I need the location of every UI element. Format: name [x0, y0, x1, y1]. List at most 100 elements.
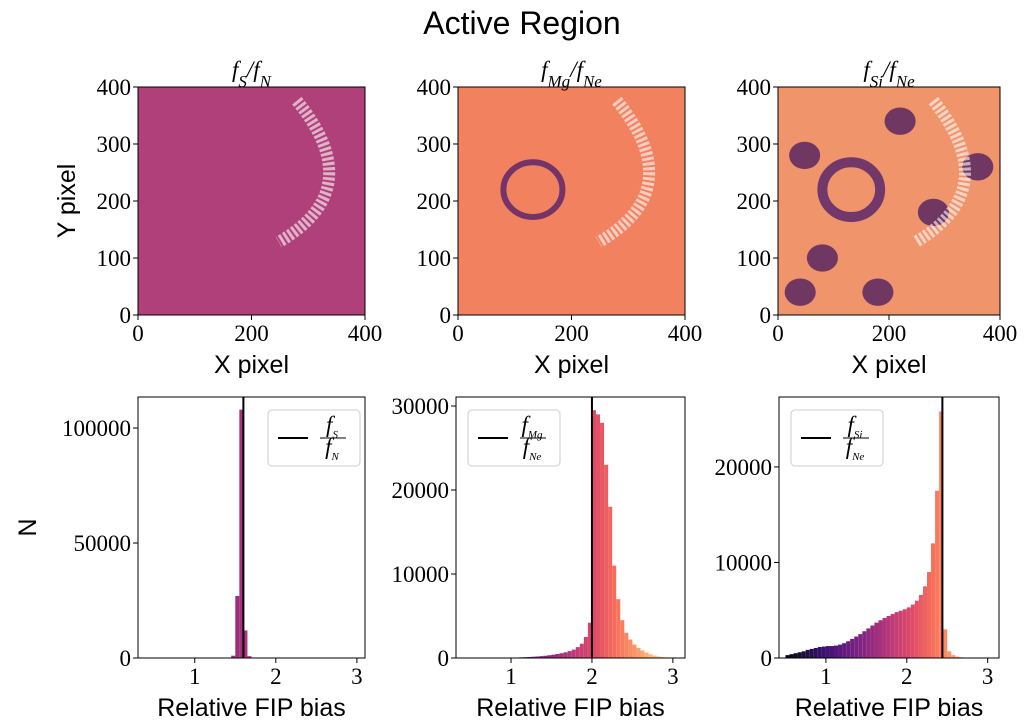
histogram-bar [559, 653, 564, 658]
image-feature [917, 198, 949, 227]
text-part: f [577, 57, 587, 82]
y-axis-label: Y pixel [53, 164, 81, 239]
image [138, 87, 365, 315]
image-feature [500, 159, 566, 220]
legend-denominator: fN [325, 434, 339, 463]
text-part: f [232, 57, 242, 82]
legend-numerator: fS [326, 412, 338, 441]
histogram-bar [547, 655, 552, 658]
histogram-bar [918, 594, 923, 658]
histogram-bar [914, 600, 919, 658]
histogram-bar [239, 409, 244, 658]
x-axis-label: X pixel [851, 351, 926, 379]
image-feature [784, 278, 816, 306]
histogram-bar [616, 599, 621, 658]
histogram-bar [825, 646, 830, 658]
text-part: f [326, 412, 336, 437]
histogram-bar [910, 604, 915, 658]
legend-denominator: fNe [846, 434, 865, 463]
axes-frame [137, 396, 366, 659]
histogram-bar [632, 644, 637, 658]
histogram-bar [785, 655, 790, 658]
x-tick-label: 0 [132, 321, 144, 346]
y-tick-label: 200 [417, 189, 452, 214]
histogram-bar [922, 586, 928, 658]
histogram-bar [608, 506, 613, 658]
y-tick-label: 300 [737, 132, 772, 157]
legend-box [467, 409, 561, 467]
text-part: f [848, 412, 858, 437]
x-tick-label: 2 [586, 664, 598, 689]
histogram-bar [531, 656, 536, 658]
legend-denominator: fNe [523, 434, 542, 463]
histogram-bar [931, 543, 936, 658]
text-part: Ne [895, 72, 915, 91]
y-tick-label: 400 [417, 75, 452, 100]
x-tick-label: 0 [772, 321, 784, 346]
text-part: f [863, 57, 873, 82]
y-tick-label: 200 [737, 189, 772, 214]
histogram-bar [939, 411, 944, 658]
histogram-bar [587, 622, 592, 658]
x-tick-label: 200 [872, 321, 907, 346]
histogram-bar [535, 656, 540, 658]
y-tick-label: 10000 [715, 550, 773, 575]
x-axis-label: Relative FIP bias [476, 694, 665, 722]
y-tick-label: 0 [760, 303, 772, 328]
histogram-bar [604, 464, 609, 658]
y-tick-label: 300 [97, 132, 132, 157]
histogram-bar [644, 652, 649, 658]
x-tick-label: 400 [983, 321, 1018, 346]
text-part: Ne [851, 451, 864, 463]
y-tick-label: 0 [438, 646, 450, 671]
histogram-bar [817, 647, 822, 658]
x-axis-label: X pixel [534, 351, 609, 379]
image-feature [789, 141, 821, 170]
histogram-bar [858, 634, 863, 658]
histogram-bar [797, 652, 802, 658]
y-tick-label: 0 [120, 303, 132, 328]
panel-title: fSi/fNe [863, 57, 915, 91]
histogram-bar [846, 641, 851, 658]
axes-frame [137, 86, 366, 316]
text-part: N [259, 72, 273, 91]
y-tick-label: 50000 [74, 531, 132, 556]
axes-frame [455, 396, 686, 659]
text-part: f [325, 434, 335, 459]
histogram-bar [789, 654, 794, 658]
histogram-bar [935, 490, 940, 658]
histogram-bar [842, 643, 847, 658]
histogram-bar [595, 414, 601, 658]
histogram-bar [600, 422, 605, 658]
histogram-bar [890, 614, 895, 658]
x-tick-label: 1 [820, 664, 832, 689]
histogram-bar [927, 572, 932, 658]
histogram-bar [247, 656, 252, 658]
histogram-bar [898, 610, 903, 658]
histogram-bar [874, 622, 879, 658]
y-tick-label: 100 [417, 246, 452, 271]
histogram-bar [636, 647, 641, 658]
histogram-bar [838, 644, 843, 658]
image-feature [862, 278, 894, 306]
text-part: S [332, 429, 338, 441]
histogram-bar [906, 607, 911, 658]
histogram-bar [620, 620, 625, 658]
histogram-bar [583, 636, 588, 658]
x-axis-label: X pixel [214, 351, 289, 379]
text-part: Mg [547, 72, 571, 91]
histogram-bar [951, 655, 956, 658]
text-part: f [523, 434, 533, 459]
histogram-bar [955, 656, 960, 658]
x-tick-label: 3 [667, 664, 679, 689]
histogram-bar [850, 638, 855, 658]
histogram-bar [809, 648, 814, 658]
text-part: Ne [582, 72, 602, 91]
histogram-bar [527, 656, 532, 658]
histogram-bar [793, 653, 798, 658]
x-tick-label: 200 [234, 321, 269, 346]
legend-numerator: fSi [848, 412, 863, 441]
y-tick-label: 100 [97, 246, 132, 271]
x-axis-label: Relative FIP bias [795, 694, 984, 722]
